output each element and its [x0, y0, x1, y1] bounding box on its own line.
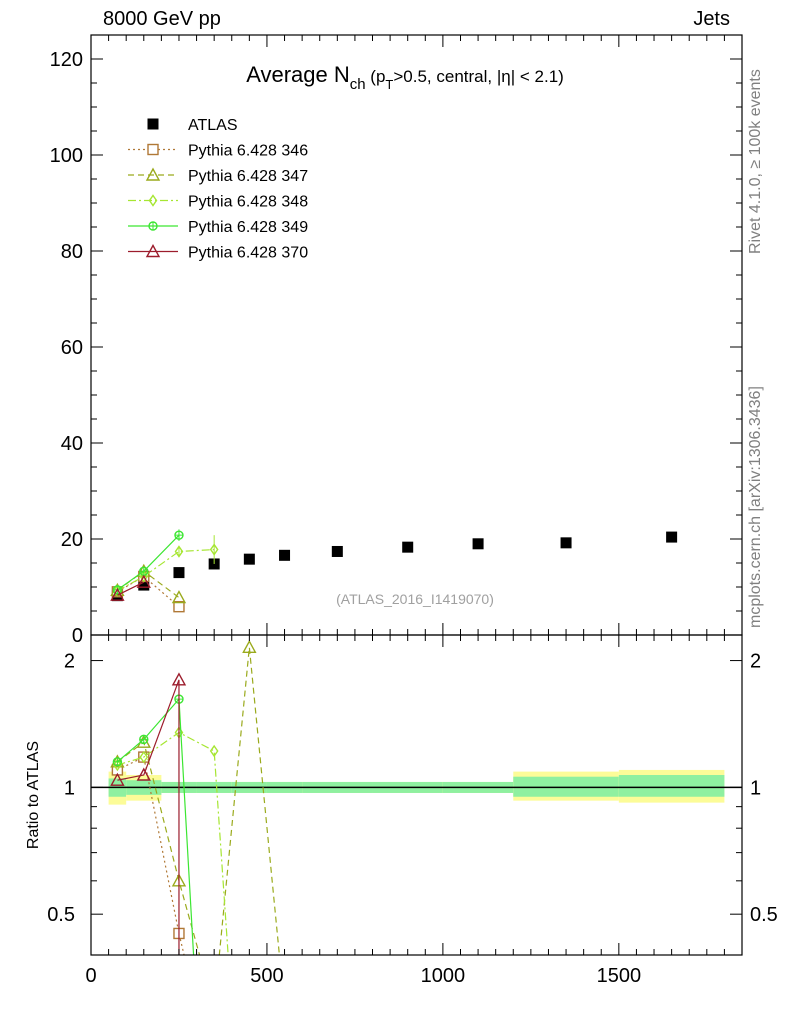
ratio-point: [209, 744, 219, 758]
ratio-point-cross: [113, 757, 122, 766]
title-part: T: [385, 77, 393, 92]
legend-label: Pythia 6.428 346: [188, 143, 308, 160]
ratio-y-tick-label-right: 0.5: [750, 904, 778, 926]
ratio-point: [110, 772, 125, 786]
ratio-series-1: [110, 639, 281, 955]
title-part: (p: [366, 67, 386, 86]
ratio-y-label: Ratio to ATLAS: [25, 741, 42, 849]
legend-marker: [148, 194, 158, 207]
ratio-y-tick-label: 1: [64, 777, 75, 799]
series-1: [111, 570, 185, 613]
process-label: Jets: [693, 8, 730, 30]
data-point: [171, 590, 187, 604]
ratio-frame: [90, 634, 743, 956]
legend-entry: Pythia 6.428 347: [128, 167, 308, 185]
data-point: [110, 587, 125, 601]
legend-marker: [147, 143, 159, 156]
legend-entry: ATLAS: [147, 117, 238, 134]
ratio-series-3: [112, 694, 195, 955]
series-line: [117, 548, 215, 592]
legend-label: Pythia 6.428 370: [188, 245, 308, 262]
ratio-y-tick-label-right: 1: [750, 777, 761, 799]
data-point: [560, 537, 572, 549]
legend-label: ATLAS: [188, 117, 238, 134]
main-series: [110, 529, 678, 613]
title-part: Average N: [246, 62, 350, 87]
data-point: [472, 538, 484, 550]
legend-marker: [145, 244, 161, 258]
ratio-point: [139, 750, 149, 764]
ratio-point: [136, 767, 151, 781]
x-tick-label: 0: [85, 965, 96, 987]
legend-entry: Pythia 6.428 346: [128, 143, 308, 160]
analysis-watermark: (ATLAS_2016_I1419070): [336, 591, 494, 607]
data-point: [174, 545, 184, 558]
data-point: [666, 531, 678, 543]
ratio-line: [117, 647, 281, 955]
ratio-point: [113, 758, 122, 772]
band-inner: [618, 774, 725, 797]
series-3: [113, 535, 219, 598]
title-part: >0.5, central, |η| < 2.1): [393, 67, 563, 86]
y-tick-label: 0: [72, 625, 83, 647]
ratio-series-2: [113, 726, 229, 955]
chart-title: Average Nch (pT>0.5, central, |η| < 2.1): [246, 62, 564, 93]
collision-label: 8000 GeV pp: [103, 8, 221, 30]
ratio-point: [171, 672, 187, 686]
ratio-y-tick-label: 2: [64, 651, 75, 673]
legend-label: Pythia 6.428 349: [188, 219, 308, 236]
ratio-point-cross: [139, 735, 148, 744]
data-point: [173, 567, 185, 579]
ratio-y-tick-label-right: 2: [750, 651, 761, 673]
ratio-series: [110, 639, 281, 955]
data-point-cross: [139, 567, 148, 576]
legend-entry: Pythia 6.428 349: [128, 219, 308, 236]
x-axis: 0 500 1000 1500: [85, 35, 743, 987]
series-5: [110, 574, 151, 601]
series-4: [112, 529, 184, 595]
legend-marker: [145, 167, 161, 181]
y-tick-label: 100: [50, 145, 83, 167]
legend-marker: [147, 118, 159, 130]
y-tick-label: 60: [61, 337, 83, 359]
x-tick-label: 1000: [421, 965, 466, 987]
main-y-axis: 0 20 40 60 80 100 120: [50, 34, 742, 647]
ratio-series-4: [110, 672, 187, 955]
ratio-line: [117, 731, 229, 955]
legend: ATLAS Pythia 6.428 346 Pythia 6.428 347 Pyt…: [128, 117, 308, 262]
data-point: [402, 541, 414, 553]
y-tick-label: 120: [50, 49, 83, 71]
ratio-y-axis: 0.5 0.5 1 1 2 2: [47, 651, 778, 956]
data-point: [113, 584, 122, 598]
y-tick-label: 40: [61, 433, 83, 455]
data-point: [173, 600, 185, 613]
legend-entry: Pythia 6.428 370: [128, 244, 308, 262]
ratio-point: [242, 639, 257, 654]
y-tick-label: 20: [61, 529, 83, 551]
ratio-line: [117, 697, 195, 955]
title-part: ch: [350, 76, 366, 93]
data-point: [136, 574, 151, 588]
ratio-line: [117, 679, 180, 955]
data-point: [209, 543, 219, 556]
y-tick-label: 80: [61, 241, 83, 263]
legend-label: Pythia 6.428 347: [188, 168, 308, 185]
legend-entry: Pythia 6.428 348: [128, 194, 308, 211]
data-point: [331, 545, 343, 557]
data-point: [138, 579, 150, 591]
legend-marker-cross: [149, 222, 157, 230]
x-tick-label: 1500: [597, 965, 642, 987]
legend-label: Pythia 6.428 348: [188, 194, 308, 211]
ratio-y-tick-label: 0.5: [47, 904, 75, 926]
data-point-cross: [174, 531, 183, 540]
data-point: [243, 553, 255, 565]
x-tick-label: 500: [250, 965, 283, 987]
data-point: [279, 549, 291, 561]
